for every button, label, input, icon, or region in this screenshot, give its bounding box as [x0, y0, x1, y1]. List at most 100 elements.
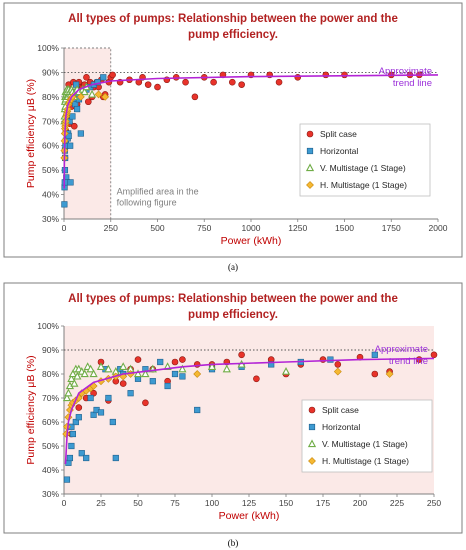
x-tick-label: 100 — [205, 498, 219, 508]
v-multistage-point — [96, 362, 106, 370]
y-tick-label: 50% — [42, 165, 59, 175]
legend-label-split-case: Split case — [322, 405, 359, 415]
y-tick-label: 70% — [42, 393, 59, 403]
split-case-point — [75, 404, 83, 411]
v-multistage-point — [89, 369, 98, 378]
split-case-point — [191, 93, 199, 101]
panel-b-plot-area: 30% 40% 50% 60% 70% 80% 90% 100% 0 25 50 75 100 125 15… — [25, 321, 441, 522]
legend-label-h-multistage: H. Multistage (1 Stage) — [320, 180, 407, 190]
split-case-point — [83, 74, 90, 81]
legend-label-h-multistage: H. Multistage (1 Stage) — [322, 456, 409, 466]
horizontal-point — [268, 361, 275, 368]
split-case-point — [179, 356, 186, 363]
y-tick-label: 100% — [37, 43, 59, 53]
v-multistage-point — [178, 364, 187, 373]
legend: Split case Horizontal V. Multistage (1 Sta… — [299, 123, 431, 197]
split-case-point — [341, 71, 348, 79]
legend-marker-horizontal — [308, 423, 316, 431]
horizontal-point — [63, 476, 71, 483]
horizontal-point — [67, 179, 74, 186]
legend-marker-split-case — [308, 406, 316, 414]
legend-label-split-case: Split case — [320, 129, 357, 139]
h-multistage-point — [385, 370, 394, 378]
horizontal-point — [66, 454, 74, 462]
horizontal-point — [157, 358, 164, 366]
trend-label-line1: Approximate — [379, 66, 432, 77]
x-tick-label: 50 — [133, 498, 143, 508]
horizontal-point — [127, 390, 134, 397]
x-tick-label: 75 — [170, 498, 180, 508]
horizontal-point — [87, 394, 94, 402]
v-multistage-point — [133, 369, 143, 378]
trend-label-line1: Approximate — [375, 344, 428, 355]
horizontal-point — [77, 130, 84, 137]
legend-label-v-multistage: V. Multistage (1 Stage) — [322, 439, 408, 449]
split-case-point — [275, 78, 283, 86]
x-tick-label: 1250 — [288, 223, 307, 233]
x-tick-label: 150 — [279, 498, 293, 508]
v-multistage-point — [67, 374, 76, 382]
legend-marker-v-multistage — [305, 163, 315, 172]
y-tick-label: 80% — [42, 369, 59, 379]
y-tick-label: 60% — [42, 141, 59, 151]
v-multistage-point — [104, 364, 113, 373]
split-case-point — [142, 399, 149, 407]
y-tick-label: 90% — [42, 67, 59, 77]
split-case-point — [430, 351, 438, 359]
split-case-point — [119, 380, 127, 387]
h-multistage-point — [193, 370, 202, 378]
x-tick-label: 0 — [62, 498, 67, 508]
split-case-point — [171, 358, 179, 366]
v-multistage-point — [64, 388, 73, 397]
y-tick-label: 40% — [42, 465, 59, 475]
panel-a-title-line2: pump efficiency. — [188, 29, 278, 41]
y-tick-label: 60% — [42, 417, 59, 427]
horizontal-point — [149, 378, 156, 385]
split-case-point — [70, 122, 78, 130]
horizontal-point — [78, 450, 85, 457]
legend-label-horizontal: Horizontal — [320, 146, 358, 156]
trend-label-line2: trend line — [393, 78, 432, 89]
horizontal-point — [75, 414, 82, 421]
amplified-area-label-line2: following figure — [117, 198, 177, 208]
x-tick-label: 25 — [96, 498, 106, 508]
horizontal-point — [194, 406, 201, 414]
x-tick-label: 1500 — [335, 223, 354, 233]
y-axis-label: Pump efficiency μB (%) — [25, 79, 37, 188]
panel-a-caption: (a) — [228, 262, 238, 272]
split-case-point — [253, 375, 260, 383]
y-tick-label: 30% — [42, 489, 59, 499]
legend-marker-h-multistage — [306, 181, 314, 189]
x-tick-label: 250 — [427, 498, 441, 508]
v-multistage-point — [207, 362, 217, 370]
legend-marker-split-case — [306, 130, 314, 138]
legend-box — [301, 399, 433, 473]
h-multistage-point — [94, 90, 103, 99]
split-case-point — [85, 98, 92, 106]
v-multistage-point — [86, 364, 95, 373]
v-multistage-point — [80, 369, 89, 378]
horizontal-point — [109, 418, 116, 426]
horizontal-point — [69, 113, 76, 120]
horizontal-point — [100, 74, 107, 81]
v-multistage-point — [68, 369, 77, 378]
x-tick-label: 2000 — [429, 223, 448, 233]
h-multistage-point — [333, 367, 342, 376]
legend-marker-horizontal — [306, 147, 314, 155]
x-tick-label: 200 — [353, 498, 367, 508]
split-case-point — [238, 81, 245, 88]
trend-line — [64, 357, 435, 465]
y-tick-label: 100% — [37, 321, 59, 331]
y-axis-label: Pump efficiency μB (%) — [25, 355, 37, 464]
split-case-point — [210, 78, 217, 86]
split-case-point — [109, 71, 116, 79]
v-multistage-point — [141, 369, 150, 378]
horizontal-point — [73, 105, 81, 113]
panel-a-plot-area: 30% 40% 50% 60% 70% 80% 90% 100% 0 250 500 750 1000 1… — [25, 43, 448, 247]
x-tick-label: 1750 — [382, 223, 401, 233]
y-tick-label: 70% — [42, 116, 59, 126]
y-tick-label: 80% — [42, 92, 59, 102]
split-case-point — [334, 361, 342, 368]
x-tick-label: 225 — [390, 498, 404, 508]
